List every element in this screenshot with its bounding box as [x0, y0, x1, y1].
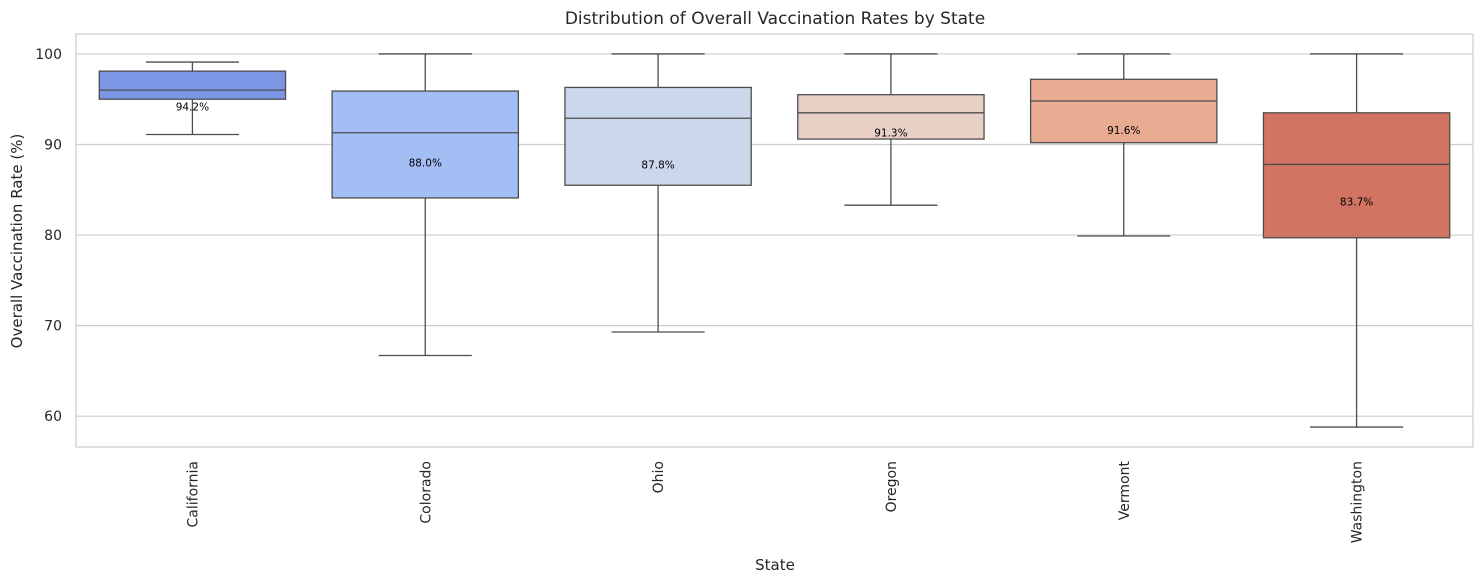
y-tick-label-70: 70 — [44, 319, 62, 335]
x-tick-label-ohio: Ohio — [651, 461, 667, 493]
box-california: 94.2% — [98, 61, 287, 136]
x-tick-label-colorado: Colorado — [418, 461, 434, 524]
iqr-box-washington — [1262, 112, 1451, 239]
iqr-box-vermont — [1029, 78, 1218, 144]
y-tick-label-90: 90 — [44, 137, 62, 153]
iqr-box-ohio — [564, 86, 752, 186]
x-tick-labels: California Colorado Ohio Oregon Vermont Washi… — [185, 460, 1365, 543]
mean-label-colorado: 88.0% — [409, 158, 442, 170]
x-tick-label-vermont: Vermont — [1117, 460, 1133, 520]
mean-label-washington: 83.7% — [1340, 197, 1373, 209]
iqr-box-california — [98, 70, 287, 100]
box-colorado: 88.0% — [331, 53, 520, 357]
mean-label-ohio: 87.8% — [641, 159, 674, 171]
mean-label-oregon: 91.3% — [874, 128, 907, 140]
y-axis-label: Overall Vaccination Rate (%) — [8, 134, 26, 349]
chart-title: Distribution of Overall Vaccination Rate… — [565, 9, 985, 29]
y-tick-labels: 60 70 80 90 100 — [35, 47, 62, 425]
box-vermont: 91.6% — [1029, 53, 1218, 237]
mean-label-vermont: 91.6% — [1107, 125, 1140, 137]
grid-layer — [76, 53, 1473, 417]
y-tick-label-100: 100 — [35, 47, 62, 63]
x-tick-label-california: California — [185, 461, 201, 527]
x-tick-label-washington: Washington — [1350, 461, 1366, 543]
box-oregon: 91.3% — [797, 53, 985, 206]
y-tick-label-60: 60 — [44, 409, 62, 425]
box-washington: 83.7% — [1262, 53, 1451, 428]
box-ohio: 87.8% — [564, 53, 752, 333]
mean-label-california: 94.2% — [176, 101, 209, 113]
iqr-box-colorado — [331, 90, 520, 199]
iqr-box-oregon — [797, 94, 985, 140]
x-axis-label: State — [755, 556, 795, 574]
x-tick-label-oregon: Oregon — [884, 461, 900, 512]
plot-frame — [75, 33, 1474, 448]
y-tick-label-80: 80 — [44, 228, 62, 244]
box-layer: 94.2% 88.0% 87.8% 91.3% 91.6% 83.7% — [98, 53, 1451, 428]
